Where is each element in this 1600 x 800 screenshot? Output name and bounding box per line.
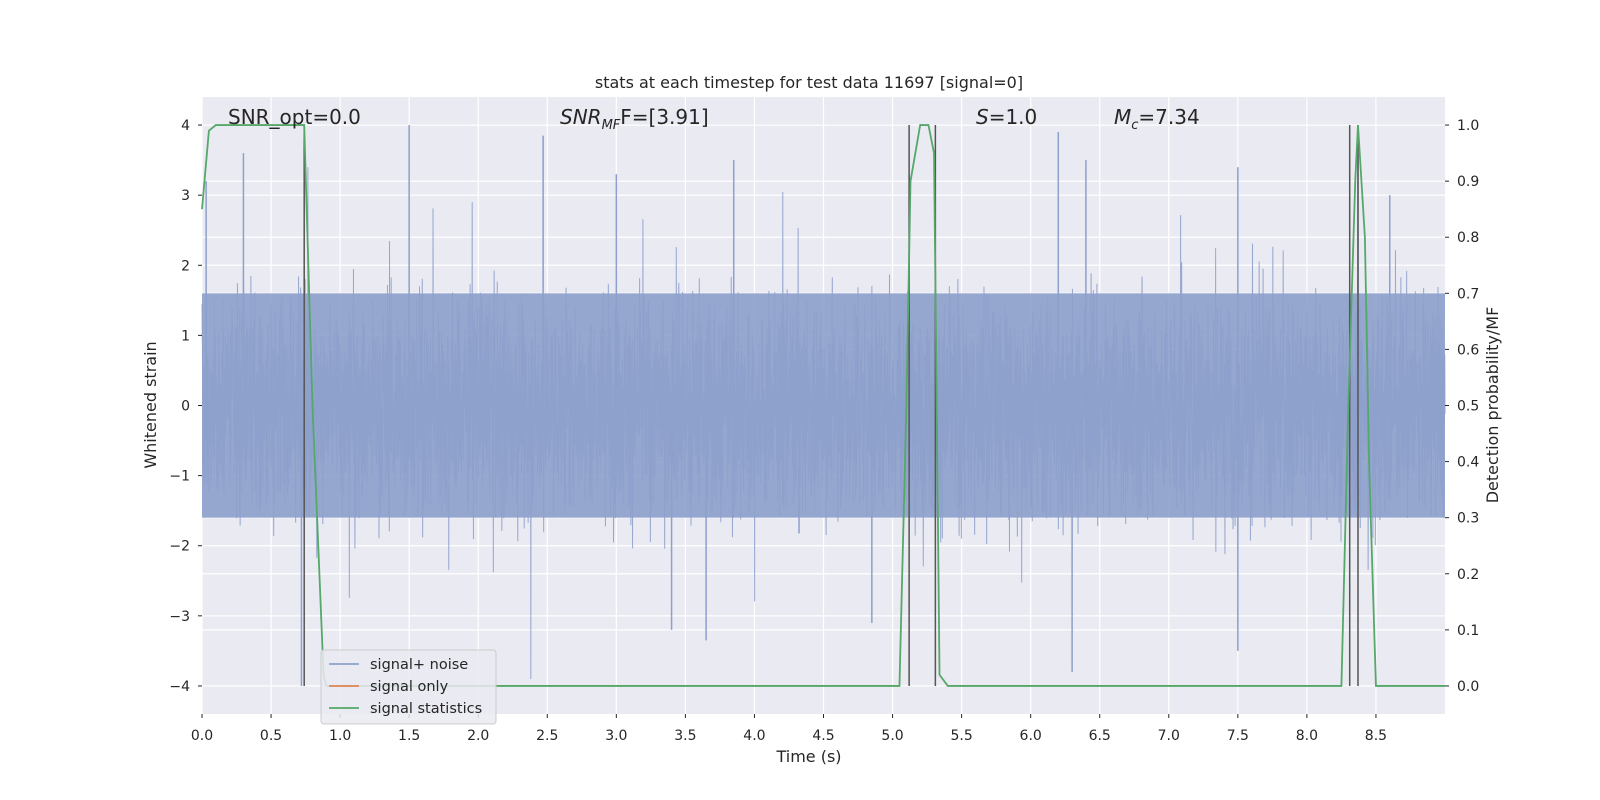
- signal-noise-series: [201, 125, 1446, 686]
- y2-tick-label: 0.9: [1457, 174, 1479, 190]
- x-tick-label: 8.5: [1365, 728, 1387, 744]
- x-tick-label: 1.0: [329, 728, 351, 744]
- signal-noise-core-band: [202, 293, 1445, 518]
- x-tick-label: 3.0: [605, 728, 627, 744]
- legend-label-signal-noise: signal+ noise: [370, 657, 468, 673]
- x-tick-label: 6.0: [1020, 728, 1042, 744]
- y2-tick-label: 0.3: [1457, 511, 1479, 527]
- x-tick-label: 7.0: [1158, 728, 1180, 744]
- y2-tick-label: 0.1: [1457, 623, 1479, 639]
- legend: signal+ noise signal only signal statist…: [320, 649, 497, 725]
- y2-tick-label: 1.0: [1457, 118, 1479, 134]
- snr-opt-annotation: SNR_opt=0.0: [228, 105, 361, 129]
- chart-title: stats at each timestep for test data 116…: [595, 73, 1023, 92]
- y-tick-label: 0: [181, 399, 190, 415]
- y-tick-label: 4: [181, 118, 190, 134]
- x-tick-label: 3.5: [674, 728, 696, 744]
- y-tick-label: 1: [181, 328, 190, 344]
- x-tick-label: 6.5: [1089, 728, 1111, 744]
- x-axis-ticks: 0.0 0.5 1.0 1.5 2.0 2.5 3.0 3.5 4.0 4.5 5.0 5.5 6.0 6…: [191, 714, 1387, 744]
- y-axis-ticks: −4 −3 −2 −1 0 1 2 3 4: [169, 118, 202, 695]
- x-tick-label: 2.5: [536, 728, 558, 744]
- y-tick-label: 2: [181, 258, 190, 274]
- x-tick-label: 8.0: [1296, 728, 1318, 744]
- x-axis-label: Time (s): [775, 747, 841, 766]
- legend-box: [320, 649, 497, 725]
- legend-label-signal-statistics: signal statistics: [370, 701, 482, 717]
- y-tick-label: −3: [169, 609, 190, 625]
- x-tick-label: 7.5: [1227, 728, 1249, 744]
- x-tick-label: 2.0: [467, 728, 489, 744]
- y2-tick-label: 0.7: [1457, 286, 1479, 302]
- y-tick-label: −4: [169, 679, 190, 695]
- y-tick-label: −2: [169, 539, 190, 555]
- snr-mf-annotation: SNRMFF=[3.91]: [560, 105, 709, 133]
- signal-statistics-series: [201, 124, 1445, 687]
- y2-tick-label: 0.4: [1457, 455, 1479, 471]
- y-axis-label: Whitened strain: [141, 341, 160, 468]
- y2-axis-label: Detection probability/MF: [1483, 307, 1502, 504]
- y2-axis-ticks: 0.0 0.1 0.2 0.3 0.4 0.5 0.6 0.7 0.8 0.9 1.0: [1445, 118, 1479, 695]
- y2-tick-label: 0.0: [1457, 679, 1479, 695]
- x-tick-label: 0.5: [260, 728, 282, 744]
- y-tick-label: 3: [181, 188, 190, 204]
- x-tick-label: 4.0: [743, 728, 765, 744]
- x-tick-label: 5.5: [950, 728, 972, 744]
- y2-tick-label: 0.5: [1457, 399, 1479, 415]
- y2-tick-label: 0.2: [1457, 567, 1479, 583]
- x-tick-label: 1.5: [398, 728, 420, 744]
- x-tick-label: 4.5: [812, 728, 834, 744]
- y2-tick-label: 0.8: [1457, 230, 1479, 246]
- y-tick-label: −1: [169, 469, 190, 485]
- mc-annotation: Mc=7.34: [1114, 105, 1200, 133]
- x-tick-label: 0.0: [191, 728, 213, 744]
- x-tick-label: 5.0: [881, 728, 903, 744]
- s-annotation: S=1.0: [976, 105, 1037, 129]
- signal-statistics-line: [201, 124, 1445, 687]
- legend-label-signal-only: signal only: [370, 679, 449, 695]
- y2-tick-label: 0.6: [1457, 342, 1479, 358]
